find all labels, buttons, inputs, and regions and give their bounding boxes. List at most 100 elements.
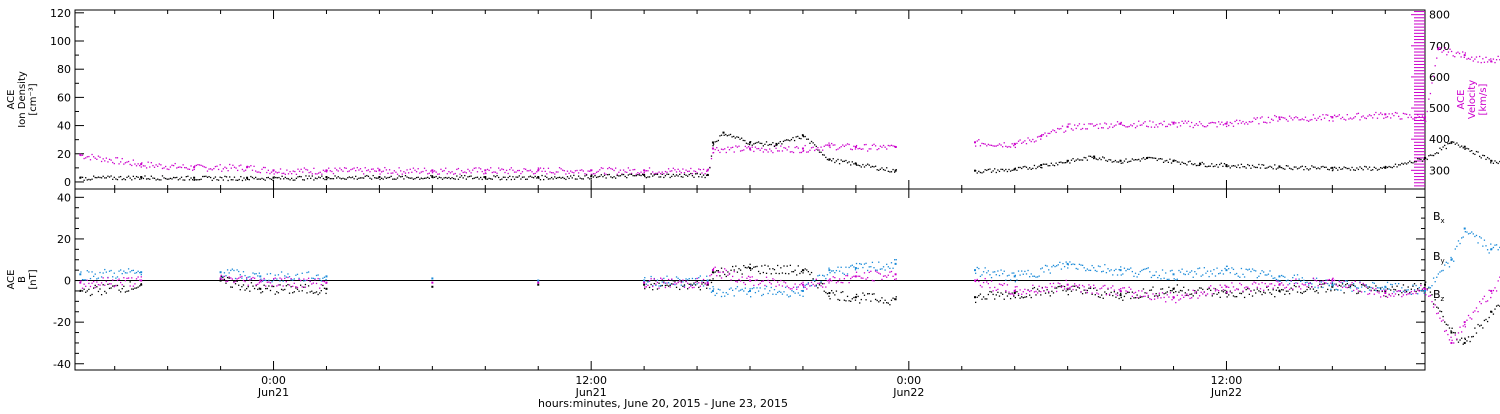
data-dot — [321, 174, 322, 175]
data-dot — [996, 274, 997, 275]
data-dot — [809, 150, 810, 151]
data-dot — [1493, 58, 1494, 59]
data-dot — [1079, 123, 1080, 124]
data-dot — [181, 167, 182, 168]
data-dot — [1286, 287, 1287, 288]
data-dot — [1382, 290, 1383, 291]
data-dot — [528, 176, 529, 177]
data-dot — [564, 170, 565, 171]
data-dot — [1058, 264, 1059, 265]
data-dot — [737, 286, 738, 287]
data-dot — [756, 287, 757, 288]
data-point — [974, 296, 976, 298]
data-dot — [266, 172, 267, 173]
data-dot — [82, 290, 83, 291]
data-dot — [474, 168, 475, 169]
data-dot — [538, 177, 539, 178]
data-dot — [474, 178, 475, 179]
data-dot — [1212, 122, 1213, 123]
data-dot — [1236, 296, 1237, 297]
data-dot — [892, 268, 893, 269]
data-dot — [245, 170, 246, 171]
data-dot — [1010, 171, 1011, 172]
data-dot — [286, 285, 287, 286]
data-dot — [316, 173, 317, 174]
data-dot — [1343, 119, 1344, 120]
data-point — [1120, 294, 1122, 296]
data-dot — [786, 139, 787, 140]
data-dot — [1104, 264, 1105, 265]
data-dot — [693, 177, 694, 178]
data-dot — [93, 176, 94, 177]
data-dot — [215, 166, 216, 167]
data-dot — [1423, 159, 1424, 160]
data-dot — [511, 179, 512, 180]
data-dot — [796, 146, 797, 147]
data-dot — [120, 291, 121, 292]
data-dot — [625, 171, 626, 172]
data-dot — [594, 173, 595, 174]
data-dot — [793, 291, 794, 292]
data-dot — [134, 288, 135, 289]
data-dot — [320, 172, 321, 173]
data-dot — [302, 273, 303, 274]
data-dot — [1113, 161, 1114, 162]
data-dot — [1334, 115, 1335, 116]
data-dot — [187, 168, 188, 169]
data-dot — [1375, 168, 1376, 169]
data-dot — [278, 292, 279, 293]
data-dot — [978, 139, 979, 140]
data-dot — [236, 278, 237, 279]
data-dot — [864, 144, 865, 145]
data-dot — [1485, 57, 1486, 58]
data-dot — [1120, 288, 1121, 289]
data-dot — [1046, 289, 1047, 290]
data-dot — [1099, 288, 1100, 289]
data-dot — [1004, 283, 1005, 284]
y-axis-title-line: ACE — [6, 270, 17, 290]
data-dot — [824, 146, 825, 147]
data-dot — [1250, 121, 1251, 122]
data-dot — [1409, 114, 1410, 115]
data-dot — [1493, 290, 1494, 291]
data-dot — [1079, 159, 1080, 160]
data-dot — [93, 276, 94, 277]
data-dot — [617, 175, 618, 176]
data-dot — [310, 291, 311, 292]
data-dot — [115, 178, 116, 179]
data-dot — [798, 286, 799, 287]
data-dot — [408, 177, 409, 178]
data-dot — [1370, 287, 1371, 288]
data-dot — [872, 262, 873, 263]
data-dot — [208, 168, 209, 169]
data-dot — [1230, 291, 1231, 292]
data-dot — [371, 169, 372, 170]
data-dot — [999, 171, 1000, 172]
data-dot — [160, 179, 161, 180]
data-dot — [419, 179, 420, 180]
data-dot — [1446, 262, 1447, 263]
data-dot — [1340, 118, 1341, 119]
data-dot — [302, 290, 303, 291]
data-dot — [1223, 291, 1224, 292]
data-dot — [756, 142, 757, 143]
data-dot — [668, 174, 669, 175]
data-dot — [726, 292, 727, 293]
data-dot — [1257, 167, 1258, 168]
data-dot — [163, 167, 164, 168]
data-dot — [1284, 287, 1285, 288]
data-dot — [1171, 299, 1172, 300]
data-dot — [989, 274, 990, 275]
data-dot — [496, 173, 497, 174]
data-dot — [1252, 121, 1253, 122]
data-dot — [1336, 168, 1337, 169]
data-dot — [610, 176, 611, 177]
data-dot — [1005, 280, 1006, 281]
data-dot — [834, 294, 835, 295]
data-dot — [1279, 291, 1280, 292]
data-dot — [1311, 119, 1312, 120]
data-dot — [231, 168, 232, 169]
data-dot — [133, 286, 134, 287]
data-dot — [317, 294, 318, 295]
data-dot — [682, 168, 683, 169]
